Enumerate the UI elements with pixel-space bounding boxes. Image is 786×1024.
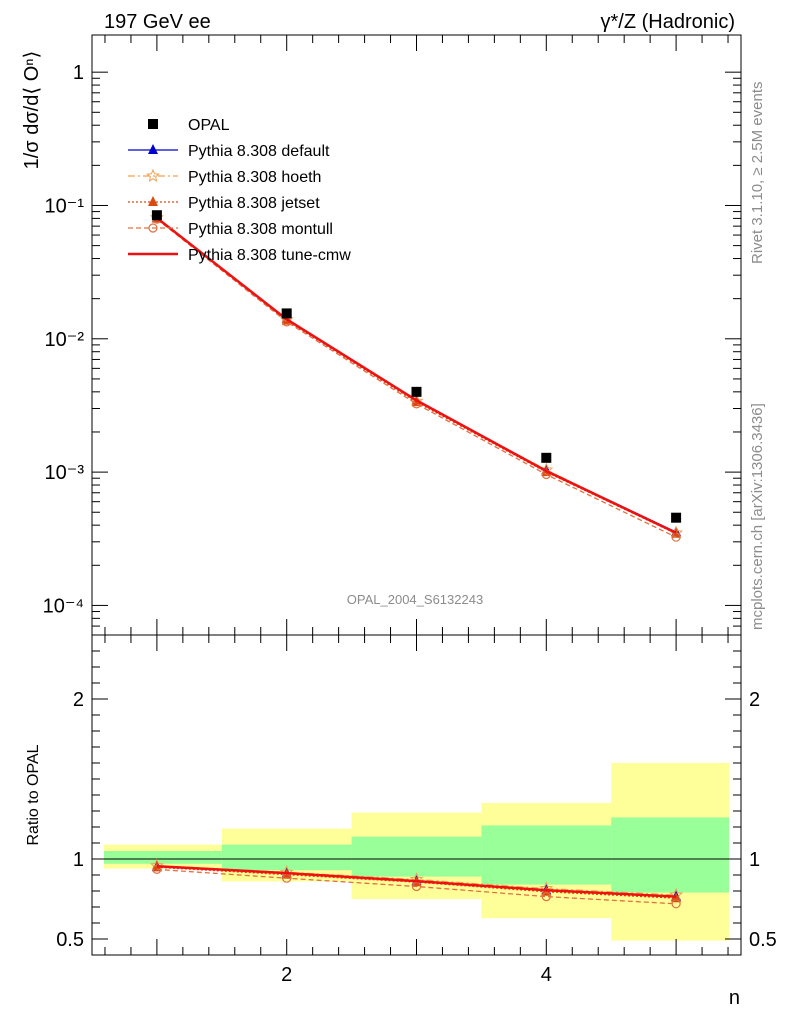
opal-data-point bbox=[151, 210, 162, 221]
ratio-y-tick-label-right: 1 bbox=[749, 849, 760, 871]
legend-label: OPAL bbox=[188, 117, 230, 134]
main-y-tick-label: 10⁻¹ bbox=[45, 195, 85, 217]
ratio-series-line bbox=[156, 868, 677, 905]
header-energy: 197 GeV ee bbox=[104, 11, 211, 33]
main-series-line bbox=[156, 217, 677, 534]
main-y-tick-label: 10⁻⁴ bbox=[43, 595, 84, 617]
opal-data-point bbox=[541, 452, 552, 463]
ratio-series-marker bbox=[671, 899, 681, 909]
main-panel: 1 10⁻¹ 10⁻² 10⁻³ 10⁻⁴ bbox=[43, 34, 742, 636]
main-y-tick-label: 10⁻² bbox=[45, 329, 85, 351]
legend: OPAL Pythia 8.308 default Pythia 8.308 hoe… bbox=[128, 117, 351, 264]
mcplots-label: mcplots.cern.ch [arXiv:1306.3436] bbox=[749, 403, 766, 630]
legend-marker bbox=[148, 119, 158, 129]
opal-data-point bbox=[281, 308, 292, 319]
ratio-inner-band bbox=[351, 836, 482, 877]
analysis-watermark: OPAL_2004_S6132243 bbox=[347, 592, 483, 607]
legend-label: Pythia 8.308 tune-cmw bbox=[188, 247, 351, 264]
legend-label: Pythia 8.308 hoeth bbox=[188, 169, 321, 186]
ratio-x-tick-label: 2 bbox=[281, 964, 292, 986]
main-y-tick-label: 10⁻³ bbox=[45, 462, 85, 484]
main-series-line bbox=[156, 217, 677, 533]
main-series-line bbox=[156, 218, 677, 538]
legend-label: Pythia 8.308 jetset bbox=[188, 195, 320, 212]
legend-marker bbox=[148, 144, 158, 154]
ratio-y-tick-label: 0.5 bbox=[56, 929, 84, 951]
main-ylabel: 1/σ dσ/d⟨ Oⁿ⟩ bbox=[21, 51, 43, 170]
ratio-y-tick-label: 1 bbox=[73, 849, 84, 871]
ratio-y-tick-label: 2 bbox=[73, 689, 84, 711]
legend-marker bbox=[146, 168, 160, 182]
ratio-xlabel: n bbox=[729, 987, 740, 1009]
opal-data-point bbox=[671, 512, 682, 523]
ratio-inner-band bbox=[481, 825, 612, 885]
ratio-ylabel: Ratio to OPAL bbox=[25, 744, 42, 845]
ratio-panel: 0.5 0.5 1 1 2 2 2 4 bbox=[56, 634, 777, 986]
opal-data-point bbox=[411, 386, 422, 397]
ratio-series-marker bbox=[411, 881, 422, 892]
ratio-inner-band bbox=[611, 817, 729, 893]
ratio-inner-band bbox=[104, 851, 222, 864]
ratio-series-marker bbox=[152, 864, 162, 875]
ratio-y-tick-label-right: 2 bbox=[749, 689, 760, 711]
ratio-series-marker bbox=[671, 892, 682, 903]
ratio-series-line bbox=[156, 864, 677, 898]
rivet-version-label: Rivet 3.1.10, ≥ 2.5M events bbox=[749, 82, 766, 265]
header-process: γ*/Z (Hadronic) bbox=[601, 11, 735, 33]
ratio-x-tick-label: 4 bbox=[541, 964, 552, 986]
legend-label: Pythia 8.308 montull bbox=[188, 221, 333, 238]
main-series-marker bbox=[671, 532, 681, 542]
main-y-tick-label: 1 bbox=[73, 62, 84, 84]
ratio-series-marker bbox=[541, 891, 551, 902]
main-series-line bbox=[156, 217, 677, 535]
main-series-line bbox=[156, 217, 677, 535]
ratio-y-tick-label-right: 0.5 bbox=[749, 929, 777, 951]
legend-label: Pythia 8.308 default bbox=[188, 143, 330, 160]
legend-marker bbox=[148, 196, 158, 206]
legend-marker bbox=[148, 223, 158, 233]
